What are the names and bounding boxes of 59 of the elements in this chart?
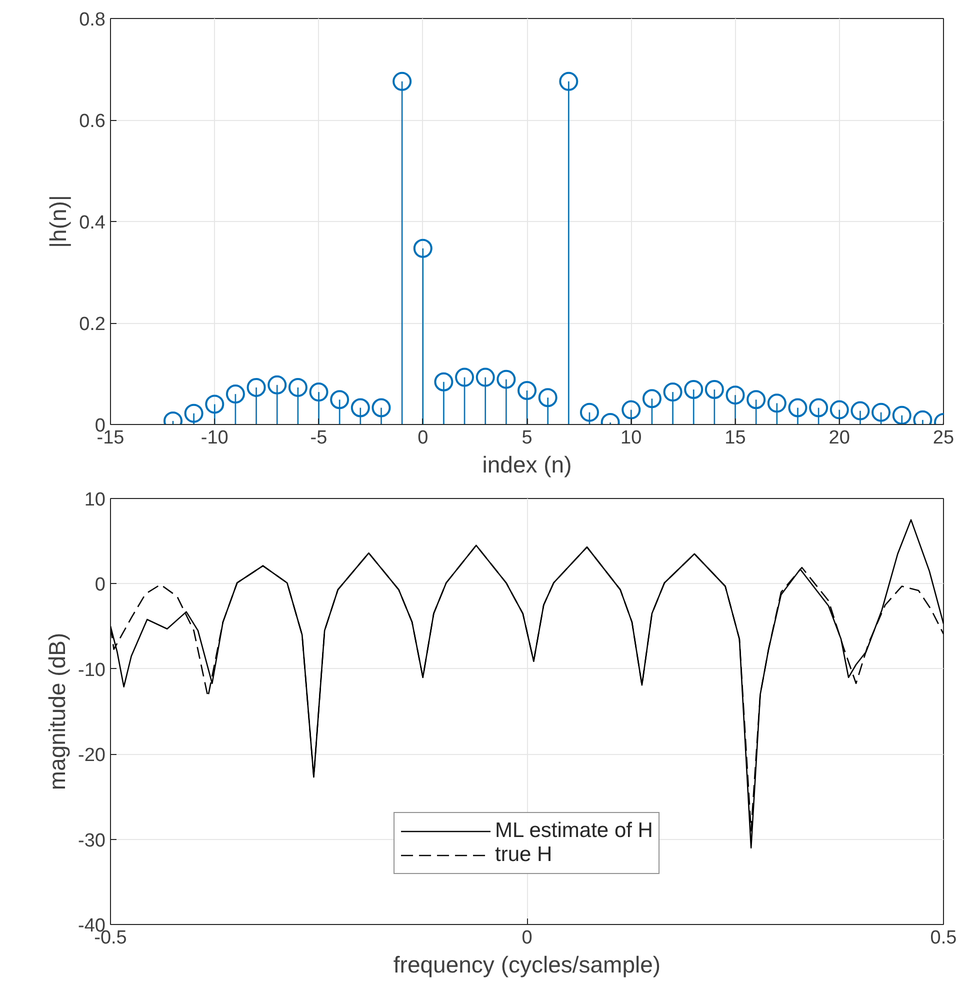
point <box>830 400 849 420</box>
point <box>205 394 224 414</box>
x-tick-label: -10 <box>200 428 228 448</box>
point <box>580 402 599 422</box>
point <box>268 375 287 394</box>
point <box>413 238 432 258</box>
point <box>767 394 786 413</box>
point <box>684 380 704 399</box>
point <box>496 370 516 389</box>
point <box>518 381 536 400</box>
point <box>559 72 578 91</box>
point <box>892 406 912 424</box>
point <box>372 398 391 418</box>
point <box>350 398 370 418</box>
point <box>455 368 474 387</box>
point <box>392 72 412 91</box>
x-tick-label: 5 <box>522 428 532 448</box>
x-axis-title: frequency (cycles/sample) <box>393 952 661 978</box>
x-tick-label: 15 <box>724 428 746 448</box>
x-tick-label: 25 <box>932 428 954 448</box>
legend-label: true H <box>495 843 552 867</box>
point <box>704 380 724 399</box>
y-tick-label: 0.4 <box>79 212 106 234</box>
point <box>622 400 641 420</box>
point <box>288 378 308 397</box>
point <box>726 386 745 405</box>
legend-label: ML estimate of H <box>495 819 653 843</box>
y-tick-label: -30 <box>78 830 106 852</box>
point <box>226 384 245 404</box>
x-tick-label: -5 <box>310 428 328 448</box>
x-axis-title: index (n) <box>482 452 572 478</box>
point <box>642 389 662 408</box>
y-tick-label: -10 <box>78 660 106 681</box>
point <box>184 404 204 423</box>
point <box>746 390 766 410</box>
point <box>434 372 454 392</box>
point <box>309 382 328 402</box>
point <box>872 402 891 422</box>
y-tick-label: 0 <box>94 574 106 596</box>
point <box>850 401 870 420</box>
point <box>809 398 828 418</box>
point <box>330 390 350 410</box>
point <box>663 382 682 402</box>
y-axis-title: |h(n)| <box>45 195 72 248</box>
y-tick-label: 10 <box>84 490 106 510</box>
x-tick-label: 0.5 <box>930 928 957 948</box>
y-tick-label: 0.2 <box>79 314 106 335</box>
x-tick-label: 0 <box>418 428 428 448</box>
x-tick-label: 0 <box>522 928 532 948</box>
x-tick-label: 20 <box>828 428 850 448</box>
y-tick-label: 0.6 <box>79 111 106 132</box>
y-tick-label: 0.8 <box>79 10 106 30</box>
x-tick-label: 10 <box>620 428 642 448</box>
point <box>246 378 266 397</box>
point <box>538 388 558 408</box>
point <box>788 398 808 418</box>
y-tick-label: -20 <box>78 745 106 766</box>
point <box>476 368 495 387</box>
y-axis-title: magnitude (dB) <box>44 632 70 790</box>
